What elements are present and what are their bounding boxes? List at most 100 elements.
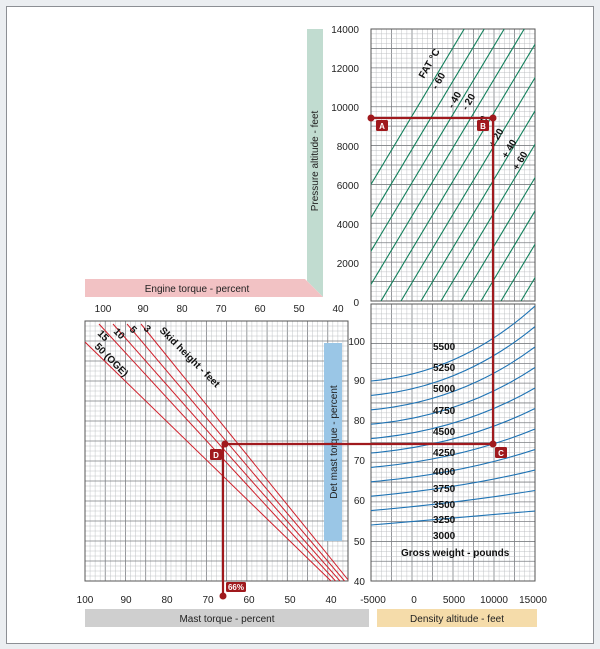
gw-label-5250: 5250 [433,363,456,374]
skid-height-line [85,341,332,581]
pressure-altitude-label: Pressure altitude - feet [310,110,321,211]
pa-tick: 14000 [331,25,359,36]
gw-label-3250: 3250 [433,515,456,526]
gross-weight-line [371,408,535,454]
pa-tick: 10000 [331,103,359,114]
gross-weight-series-labels: 5500 5250 5000 4750 4500 4250 4000 3750 … [433,342,456,542]
fat-line [380,43,535,301]
gross-weight-line [371,367,535,425]
gw-label-5000: 5000 [433,384,456,395]
mt-tick: 50 [284,595,296,606]
gross-weight-lines [371,305,535,526]
fat-line-extra [500,243,535,301]
et-tick: 60 [254,304,266,315]
engine-torque-ticks: 100 90 80 70 60 50 40 [95,304,344,315]
mt-tick: 40 [325,595,337,606]
da-tick: 5000 [443,595,466,606]
path-point-a-badge [376,120,388,131]
fat-line-extra [460,176,535,301]
et-tick: 70 [215,304,227,315]
da-tick: -5000 [360,595,386,606]
lt-border [84,320,349,582]
gw-label-5500: 5500 [433,342,456,353]
fat-line [371,29,505,253]
skid-height-line [126,323,345,581]
engine-torque-band [85,279,323,297]
mast-torque-ticks: 100 90 80 70 60 50 40 [77,595,337,606]
fat-label-0: 0 [478,114,491,125]
fat-line-extra [480,209,535,301]
dm-tick: 70 [354,456,366,467]
path-result-label: 66% [228,583,244,592]
dm-tick: 40 [354,577,366,588]
path-point-d: D [213,451,219,460]
path-point-c-dot [489,440,497,448]
chart-curves [85,29,535,581]
dm-tick: 60 [354,496,366,507]
pa-tick: 6000 [337,181,360,192]
gw-label-4000: 4000 [433,467,456,478]
gw-label-4250: 4250 [433,448,456,459]
mt-tick: 60 [243,595,255,606]
density-altitude-label: Density altitude - feet [410,614,504,625]
path-point-d-badge [210,449,222,460]
gw-label-4750: 4750 [433,406,456,417]
fat-line [400,76,535,301]
fat-line [371,29,485,219]
gross-weight-grid [370,303,536,582]
path-result-badge [226,582,246,592]
gw-label-3000: 3000 [433,531,456,542]
path-point-a: A [379,122,385,131]
pa-tick: 2000 [337,259,360,270]
gw-label-3500: 3500 [433,500,456,511]
det-mast-torque-band [324,343,342,541]
path-point-b-badge [477,120,489,131]
gross-weight-line [371,428,535,468]
gross-weight-label: Gross weight - pounds [401,548,510,559]
mast-torque-band [85,609,369,627]
fat-line [371,29,465,186]
gross-weight-line [371,469,535,497]
path-point-a-dot [367,114,375,122]
pa-tick: 8000 [337,142,360,153]
et-tick: 50 [293,304,305,315]
pa-tick: 12000 [331,64,359,75]
path-point-b-dot [489,114,497,122]
pa-tick: 0 [353,298,359,309]
path-point-c: C [498,449,504,458]
pressure-altitude-grid [370,28,536,302]
et-tick: 100 [95,304,112,315]
fat-lines [371,29,535,301]
gross-weight-line [371,387,535,440]
da-tick: 0 [411,595,417,606]
gross-weight-line [371,489,535,512]
gross-weight-line [371,346,535,411]
pa-tick: 4000 [337,220,360,231]
example-path: A B C D 66% [210,114,507,600]
path-point-b: B [480,122,486,131]
dm-tick: 90 [354,376,366,387]
gross-weight-line [371,326,535,396]
gw-label-4500: 4500 [433,427,456,438]
path-result-dot [219,592,227,600]
rb-border [370,303,536,582]
det-mast-torque-ticks: 40 50 60 70 80 90 100 [348,337,365,588]
dm-tick: 100 [348,337,365,348]
mt-tick: 100 [77,595,94,606]
pressure-altitude-ticks: 0 2000 4000 6000 8000 10000 12000 14000 [331,25,359,309]
det-mast-torque-label: Det mast torque - percent [329,385,340,499]
et-tick: 90 [137,304,149,315]
gross-weight-line [371,510,535,526]
gross-weight-line [371,305,535,382]
density-altitude-band [377,609,537,627]
gross-weight-line [371,448,535,483]
et-tick: 80 [176,304,188,315]
fat-line [420,109,535,301]
mt-tick: 70 [202,595,214,606]
skid-height-line [112,323,341,581]
fat-line [371,29,525,286]
mt-tick: 80 [161,595,173,606]
mt-tick: 90 [120,595,132,606]
et-tick: 40 [332,304,344,315]
pressure-altitude-band [307,29,323,297]
